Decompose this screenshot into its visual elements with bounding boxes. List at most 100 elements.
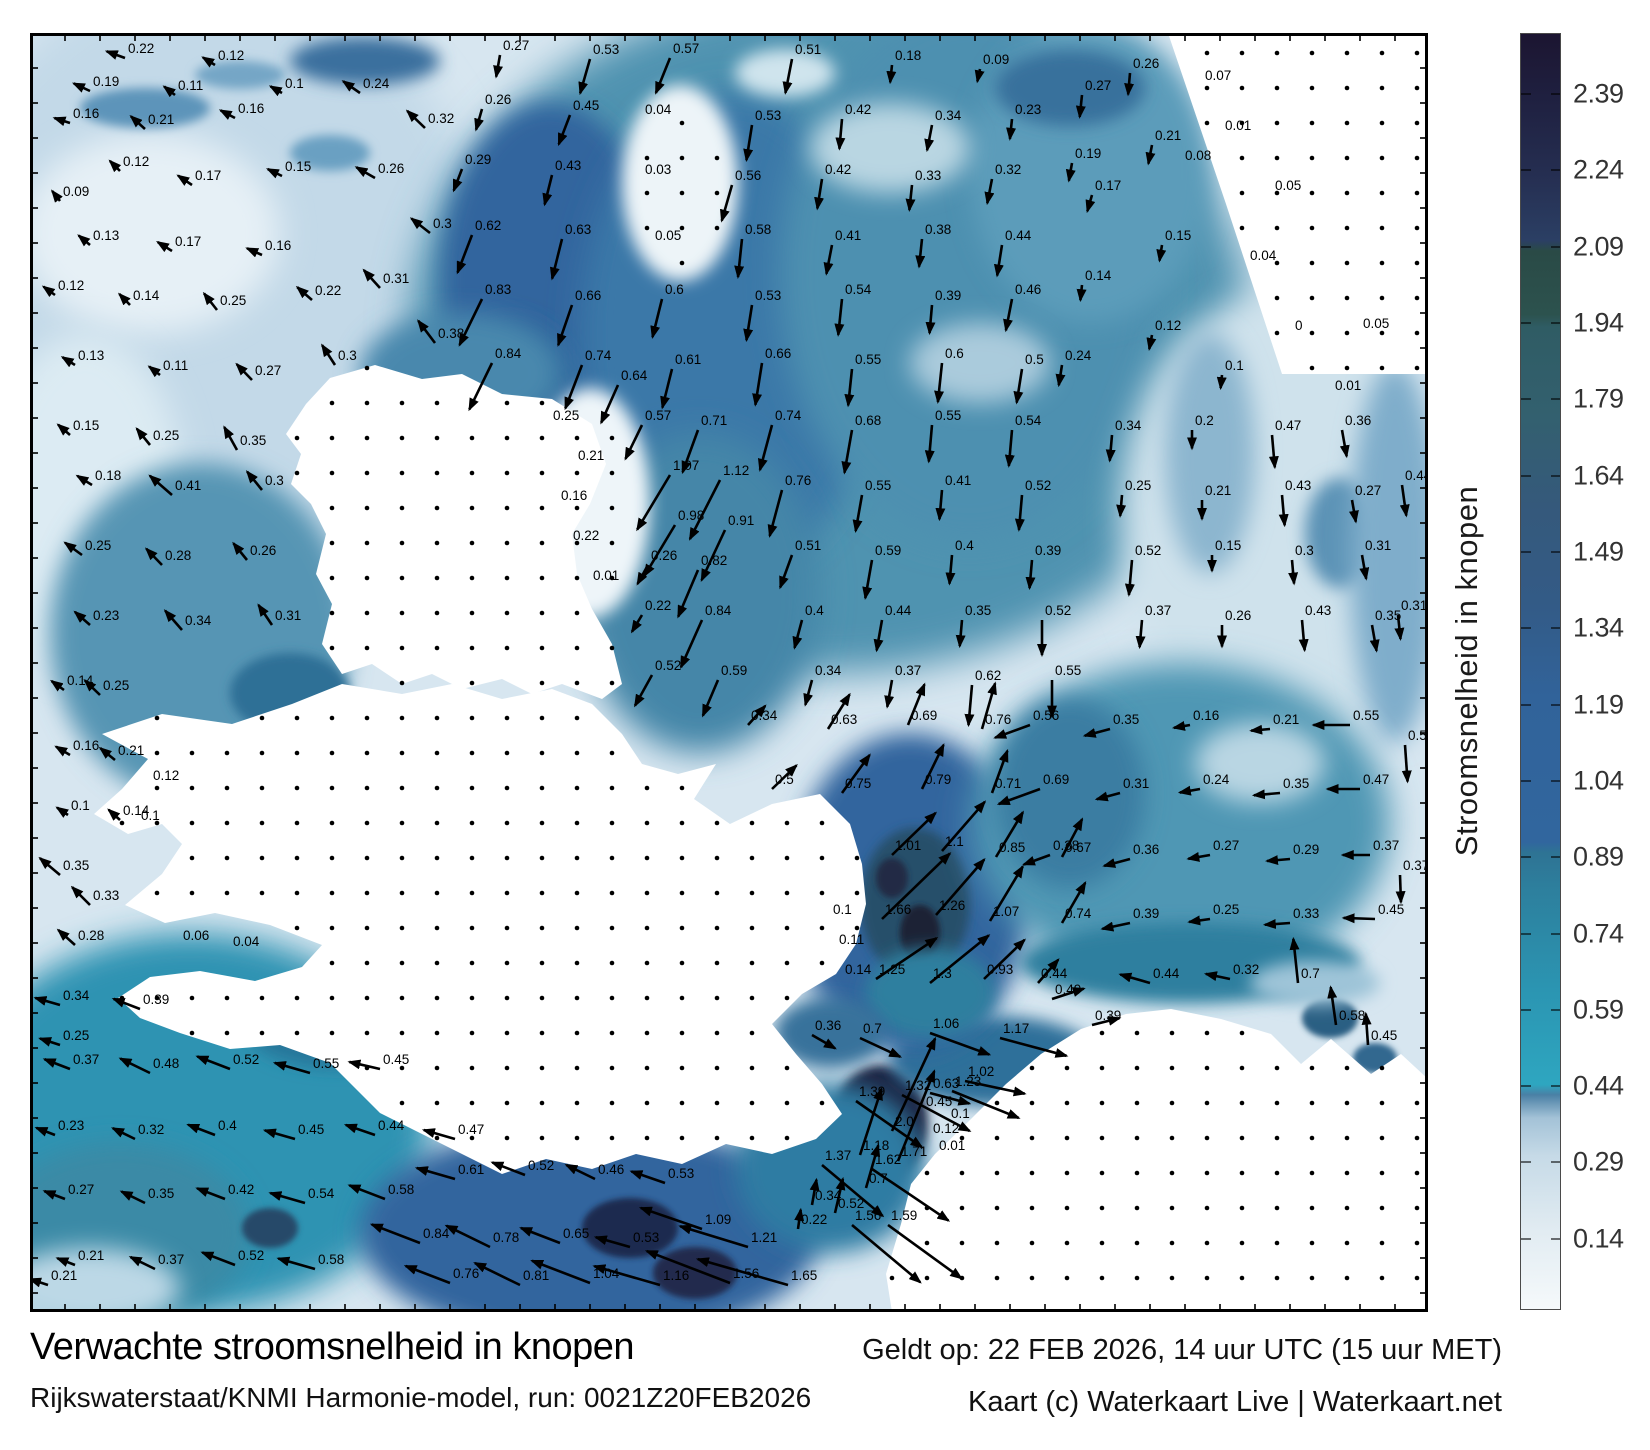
grid-dot <box>644 1030 650 1036</box>
current-arrow <box>881 852 952 920</box>
current-arrow <box>767 489 784 538</box>
current-value-label: 0.04 <box>233 934 260 949</box>
grid-dot <box>434 890 440 896</box>
current-arrow <box>794 1207 805 1230</box>
grid-dot <box>434 925 440 931</box>
grid-dot <box>679 890 685 896</box>
grid-dot <box>504 645 510 651</box>
current-value-label: 0.63 <box>933 1076 959 1091</box>
grid-dot <box>714 1135 720 1141</box>
current-value-label: 0.16 <box>73 106 99 121</box>
current-value-label: 0.6 <box>945 346 964 361</box>
grid-dot <box>469 995 475 1001</box>
grid-dot <box>434 1100 440 1106</box>
grid-dot <box>679 960 685 966</box>
current-value-label: 0.47 <box>1275 418 1301 433</box>
current-arrow <box>941 800 987 852</box>
grid-dot <box>399 960 405 966</box>
current-value-label: 0.52 <box>655 658 681 673</box>
current-value-label: 0.52 <box>233 1052 259 1067</box>
grid-dot <box>469 1100 475 1106</box>
current-arrow <box>600 384 620 425</box>
current-arrow <box>678 1224 749 1249</box>
grid-dot <box>1029 1240 1035 1246</box>
current-value-label: 0.33 <box>915 168 941 183</box>
current-arrow <box>195 1187 226 1201</box>
current-value-label: 0.7 <box>1301 966 1320 981</box>
current-arrow <box>1060 881 1087 924</box>
current-arrow <box>633 674 654 708</box>
current-arrow <box>403 1264 451 1285</box>
current-arrow <box>734 238 745 279</box>
grid-dot <box>574 505 580 511</box>
current-value-label: 0.32 <box>995 162 1021 177</box>
grid-dot <box>1379 1100 1385 1106</box>
current-value-label: 0.55 <box>935 408 961 423</box>
grid-dot <box>994 1240 1000 1246</box>
current-value-label: 1.32 <box>905 1078 931 1093</box>
grid-dot <box>399 645 405 651</box>
grid-dot <box>329 435 335 441</box>
current-arrow <box>935 858 986 916</box>
grid-dot <box>154 715 160 721</box>
current-arrow <box>421 1128 456 1141</box>
grid-dot <box>749 1030 755 1036</box>
grid-dot <box>994 1135 1000 1141</box>
grid-dot <box>784 960 790 966</box>
grid-dot <box>294 820 300 826</box>
grid-dot <box>644 155 650 161</box>
grid-dot <box>1344 85 1350 91</box>
current-arrow <box>624 424 644 461</box>
grid-dot <box>1064 1135 1070 1141</box>
grid-dot <box>224 1030 230 1036</box>
current-value-label: 0.4 <box>805 603 824 618</box>
current-arrow <box>456 234 474 275</box>
grid-dot <box>1239 225 1245 231</box>
current-value-label: 0.52 <box>1135 543 1161 558</box>
current-arrow <box>1118 972 1151 985</box>
current-value-label: 0.18 <box>895 48 921 63</box>
current-arrow <box>630 614 644 634</box>
grid-dot <box>1204 1275 1210 1281</box>
current-arrow <box>920 743 945 790</box>
current-value-label: 0.57 <box>673 41 699 56</box>
current-value-label: 0.25 <box>220 293 246 308</box>
grid-dot <box>1029 1135 1035 1141</box>
grid-dot <box>469 855 475 861</box>
grid-dot <box>1309 260 1315 266</box>
grid-dot <box>364 750 370 756</box>
current-arrow <box>1004 429 1015 468</box>
current-arrow <box>41 285 56 298</box>
current-value-label: 0.39 <box>143 992 169 1007</box>
current-arrow <box>1037 958 1060 984</box>
grid-dot <box>504 750 510 756</box>
grid-dot <box>1064 1205 1070 1211</box>
current-value-label: 0.34 <box>751 708 778 723</box>
current-arrow <box>925 304 936 336</box>
current-arrow <box>851 1224 922 1284</box>
colorbar-tick-mark <box>1521 1237 1531 1240</box>
current-value-label: 0.12 <box>123 154 149 169</box>
grid-dot <box>714 225 720 231</box>
grid-dot <box>504 960 510 966</box>
grid-dot <box>329 995 335 1001</box>
current-value-label: 0.1 <box>141 808 160 823</box>
current-arrow <box>549 238 564 281</box>
grid-dot <box>399 995 405 1001</box>
current-arrow <box>1091 1015 1122 1027</box>
current-arrow <box>643 524 677 578</box>
grid-dot <box>1169 1205 1175 1211</box>
current-arrow <box>852 494 864 534</box>
current-value-label: 0.3 <box>265 473 284 488</box>
current-value-label: 1.21 <box>751 1230 777 1245</box>
current-arrow <box>111 1127 136 1141</box>
colorbar-tick-mark <box>1551 321 1560 324</box>
current-arrow <box>1075 94 1086 119</box>
grid-dot <box>609 645 615 651</box>
grid-dot <box>819 855 825 861</box>
current-value-label: 0.76 <box>985 712 1011 727</box>
current-arrow <box>202 291 219 311</box>
grid-dot <box>1344 295 1350 301</box>
grid-dot <box>434 855 440 861</box>
current-value-label: 0.09 <box>63 184 89 199</box>
